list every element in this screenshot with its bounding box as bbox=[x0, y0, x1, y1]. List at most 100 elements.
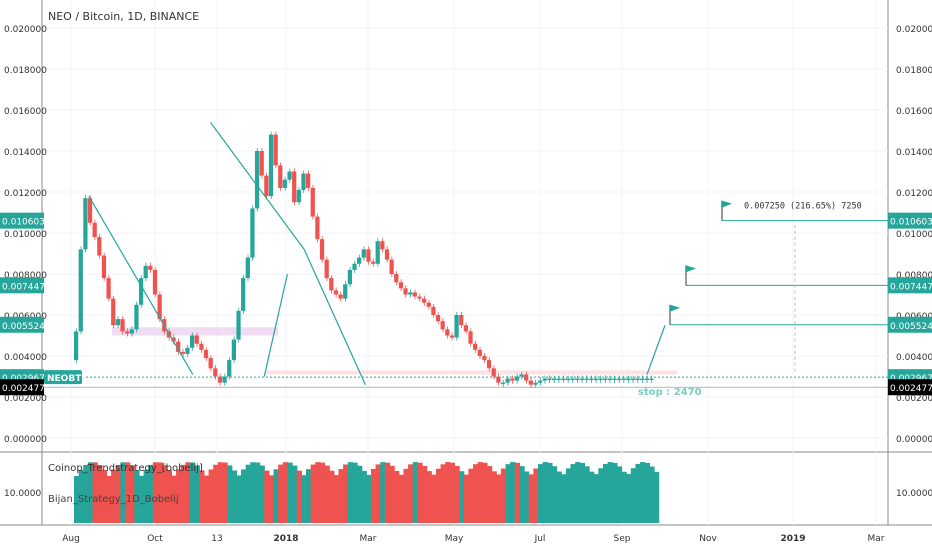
symbol-tag-text: NEOBTC bbox=[47, 374, 88, 384]
indicator-bar bbox=[74, 476, 80, 523]
indicator-bar bbox=[630, 468, 637, 523]
indicator-bar bbox=[384, 462, 391, 523]
indicator-bar bbox=[426, 471, 432, 523]
x-tick-label: Oct bbox=[147, 534, 163, 544]
indicator-bar bbox=[301, 475, 307, 523]
indicator-bar bbox=[338, 469, 344, 523]
indicator-bar bbox=[408, 464, 414, 523]
zones bbox=[112, 327, 677, 375]
indicator-bar bbox=[111, 469, 117, 523]
x-tick-label: 13 bbox=[211, 534, 222, 544]
y-tick-label: 0.008000 bbox=[896, 271, 932, 281]
y-tick-label: 0.018000 bbox=[896, 66, 932, 76]
indicator-bar bbox=[542, 462, 548, 523]
indicator-bar bbox=[190, 462, 196, 523]
flag-icon bbox=[670, 304, 680, 312]
y-tick-label: 0.014000 bbox=[4, 148, 47, 158]
indicator-bar bbox=[519, 466, 525, 523]
indicator-bar bbox=[87, 462, 94, 523]
indicator-bar bbox=[640, 462, 646, 523]
indicator-bar bbox=[505, 464, 511, 523]
indicator-bar bbox=[83, 465, 89, 523]
indicator-bar bbox=[422, 465, 428, 523]
indicator-bar bbox=[329, 470, 335, 523]
price-label-box bbox=[0, 316, 44, 333]
indicator-bar bbox=[398, 474, 405, 523]
indicator-bar bbox=[282, 462, 289, 523]
indicator-bar bbox=[584, 466, 590, 523]
indicator-bar bbox=[241, 469, 247, 523]
projection-arrow[interactable] bbox=[646, 325, 666, 375]
price-label-box bbox=[888, 316, 932, 333]
indicator-bar bbox=[101, 470, 108, 523]
y-tick-label: 0.004000 bbox=[896, 353, 932, 363]
indicator-bar bbox=[352, 462, 358, 523]
price-label: 0.002967 bbox=[2, 374, 45, 384]
price-label: 0.007447 bbox=[2, 282, 45, 292]
indicator-bar bbox=[333, 475, 340, 523]
indicator-bar bbox=[579, 462, 585, 523]
y-tick-label: 0.020000 bbox=[896, 25, 932, 35]
projection-arrow[interactable] bbox=[263, 273, 289, 377]
symbol-tag[interactable] bbox=[44, 370, 82, 385]
x-axis: Aug Oct 13 2018 Mar May Jul Sep Nov 2019 Mar bbox=[62, 534, 885, 544]
indicator-bar bbox=[306, 469, 312, 523]
x-tick-label: Mar bbox=[868, 534, 885, 544]
price-label: 0.002967 bbox=[890, 374, 932, 384]
resistance-zone bbox=[112, 327, 278, 336]
price-label: 0.002477 bbox=[890, 384, 932, 394]
indicator-bar bbox=[370, 468, 377, 523]
y-tick-label: 0.010000 bbox=[896, 230, 932, 240]
indicator-bar bbox=[616, 466, 623, 523]
measure-label: 0.007250 (216.65%) 7250 bbox=[744, 202, 862, 212]
indicator-bar bbox=[570, 464, 576, 523]
indicator-bar bbox=[654, 471, 660, 523]
stop-label: stop : 2470 bbox=[638, 387, 702, 398]
indicator-bar bbox=[524, 471, 530, 523]
indicator-bar bbox=[538, 464, 544, 523]
price-label: 0.007447 bbox=[890, 282, 932, 292]
indicator-bar bbox=[477, 462, 483, 523]
indicator-bar bbox=[635, 463, 641, 523]
price-label-box bbox=[888, 379, 932, 396]
price-label: 0.005524 bbox=[2, 322, 45, 332]
y-tick-label: 0.014000 bbox=[896, 148, 932, 158]
indicator-bar bbox=[106, 475, 112, 523]
indicator-bar bbox=[278, 464, 284, 523]
flag-icon bbox=[686, 265, 696, 273]
indicator-bar bbox=[166, 470, 173, 523]
indicator-bar bbox=[208, 469, 214, 523]
indicator-bar bbox=[556, 471, 562, 523]
indicator-bar bbox=[486, 466, 493, 523]
indicator-bar bbox=[435, 468, 442, 523]
indicator-bar bbox=[217, 462, 224, 523]
indicator-bar bbox=[380, 462, 386, 523]
chart-title: NEO / Bitcoin, 1D, BINANCE bbox=[48, 10, 199, 23]
price-label-box bbox=[0, 212, 44, 229]
indicator-bar bbox=[310, 464, 316, 523]
indicator-bar bbox=[473, 464, 479, 523]
indicator-bar bbox=[157, 462, 163, 523]
indicator-bar bbox=[482, 462, 488, 523]
indicator-bar bbox=[649, 466, 655, 523]
indicator-bar bbox=[115, 464, 121, 523]
x-tick-label: Sep bbox=[614, 534, 631, 544]
indicator-bar bbox=[199, 470, 205, 523]
indicator-bar bbox=[468, 468, 474, 523]
indicator-bar bbox=[343, 464, 349, 523]
trendline[interactable] bbox=[88, 195, 194, 375]
trendline[interactable] bbox=[209, 121, 305, 250]
indicator-bar bbox=[222, 462, 228, 523]
indicator-bar bbox=[129, 465, 135, 523]
indicator-bar bbox=[296, 470, 302, 523]
indicator-bar bbox=[227, 465, 233, 523]
x-tick-label: Mar bbox=[360, 534, 377, 544]
price-label: 0.010603 bbox=[2, 218, 45, 228]
indicator-bar bbox=[125, 462, 131, 523]
indicator-bar bbox=[528, 474, 534, 523]
indicator-pane bbox=[74, 462, 660, 523]
trendline[interactable] bbox=[303, 249, 366, 385]
indicator-bar bbox=[602, 463, 609, 523]
